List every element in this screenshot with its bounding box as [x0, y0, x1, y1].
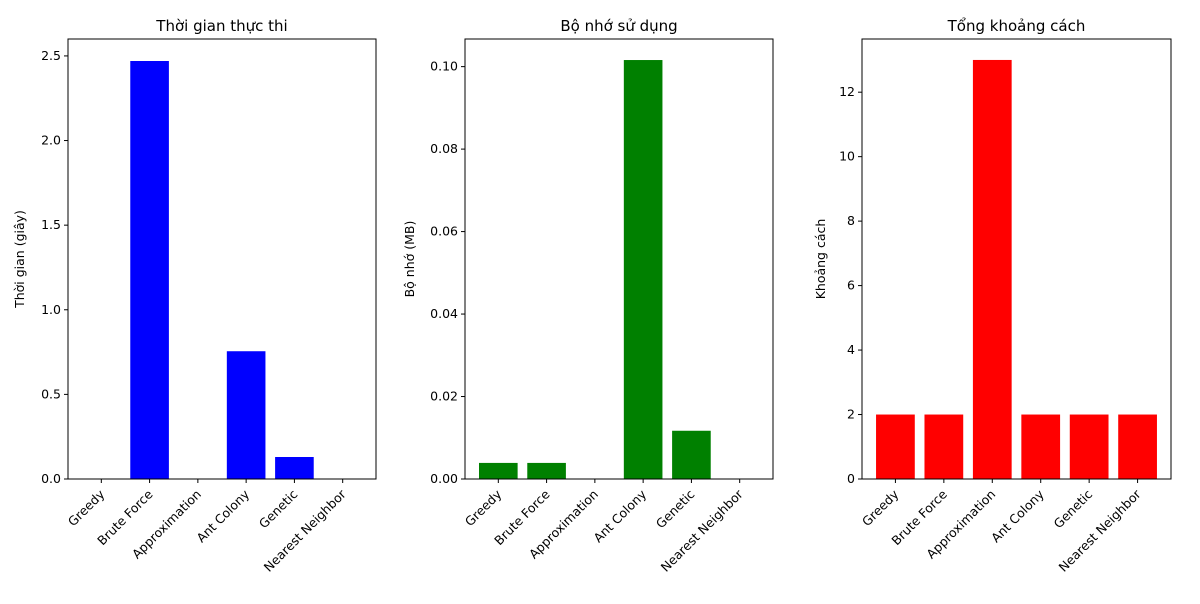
x-tick-label: Greedy — [65, 486, 108, 529]
bar-brute-force — [527, 462, 566, 479]
chart-title: Tổng khoảng cách — [947, 17, 1086, 35]
bar-greedy — [876, 414, 915, 479]
y-tick-label: 0.06 — [430, 224, 458, 239]
y-tick-label: 2.0 — [41, 133, 61, 148]
bar-nearest-neighbor — [1118, 414, 1157, 479]
bar-genetic — [1069, 414, 1109, 479]
x-tick-label: Ant Colony — [193, 486, 252, 545]
bar-genetic — [672, 430, 711, 479]
y-axis-label: Khoảng cách — [813, 219, 828, 300]
y-tick-label: 0 — [847, 471, 855, 486]
y-tick-label: 1.5 — [41, 217, 61, 232]
bar-ant-colony — [1021, 414, 1061, 479]
bar-ant-colony — [623, 60, 663, 479]
y-tick-label: 0.0 — [41, 471, 61, 486]
y-tick-label: 2 — [847, 407, 855, 422]
y-axis-label: Thời gian (giây) — [12, 210, 27, 309]
bar-brute-force — [924, 414, 964, 479]
y-tick-label: 0.00 — [430, 471, 458, 486]
x-tick-label: Greedy — [859, 486, 902, 529]
x-tick-label: Genetic — [1051, 486, 1096, 531]
y-tick-label: 12 — [839, 84, 855, 99]
y-tick-label: 0.02 — [430, 389, 458, 404]
bar-brute-force — [130, 61, 169, 479]
x-tick-label: Ant Colony — [988, 486, 1047, 545]
y-tick-label: 1.0 — [41, 302, 61, 317]
y-tick-label: 10 — [839, 149, 855, 164]
y-tick-label: 0.5 — [41, 386, 61, 401]
x-tick-label: Nearest Neighbor — [658, 486, 747, 575]
x-tick-label: Nearest Neighbor — [261, 486, 350, 575]
x-tick-label: Nearest Neighbor — [1055, 486, 1144, 575]
x-tick-label: Ant Colony — [590, 486, 649, 545]
y-tick-label: 6 — [847, 278, 855, 293]
axes-frame — [67, 38, 377, 480]
x-tick-label: Greedy — [462, 486, 505, 529]
y-tick-label: 2.5 — [41, 48, 61, 63]
axes-frame — [861, 38, 1172, 480]
x-tick-label: Genetic — [256, 486, 301, 531]
y-tick-label: 0.08 — [430, 141, 458, 156]
bar-genetic — [275, 457, 314, 479]
chart-title: Bộ nhớ sử dụng — [560, 17, 677, 35]
bar-greedy — [479, 462, 518, 479]
chart-title: Thời gian thực thi — [155, 17, 287, 35]
y-tick-label: 4 — [847, 342, 855, 357]
y-axis-label: Bộ nhớ (MB) — [402, 221, 417, 298]
x-tick-label: Genetic — [653, 486, 698, 531]
y-tick-label: 0.10 — [430, 59, 458, 74]
bar-approximation — [972, 59, 1012, 479]
y-tick-label: 8 — [847, 213, 855, 228]
bar-ant-colony — [226, 351, 266, 479]
y-tick-label: 0.04 — [430, 306, 458, 321]
axes-frame — [464, 38, 774, 480]
